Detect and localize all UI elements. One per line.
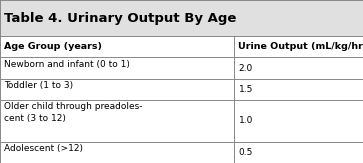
Bar	[0, 100, 363, 142]
Text: Adolescent (>12): Adolescent (>12)	[4, 144, 83, 153]
Bar	[0, 142, 363, 163]
Text: 1.5: 1.5	[238, 85, 253, 94]
Bar	[0, 36, 363, 57]
Text: 0.5: 0.5	[238, 148, 253, 157]
Bar	[0, 0, 363, 36]
Text: Older child through preadoles-
cent (3 to 12): Older child through preadoles- cent (3 t…	[4, 103, 143, 123]
Text: 1.0: 1.0	[238, 116, 253, 125]
Text: Table 4. Urinary Output By Age: Table 4. Urinary Output By Age	[4, 12, 237, 25]
Bar	[0, 79, 363, 100]
Text: Newborn and infant (0 to 1): Newborn and infant (0 to 1)	[4, 60, 130, 69]
Text: Age Group (years): Age Group (years)	[4, 42, 102, 51]
Text: Urine Output (mL/kg/hr): Urine Output (mL/kg/hr)	[238, 42, 363, 51]
Text: 2.0: 2.0	[238, 64, 253, 73]
Text: Toddler (1 to 3): Toddler (1 to 3)	[4, 81, 73, 90]
Bar	[0, 57, 363, 79]
